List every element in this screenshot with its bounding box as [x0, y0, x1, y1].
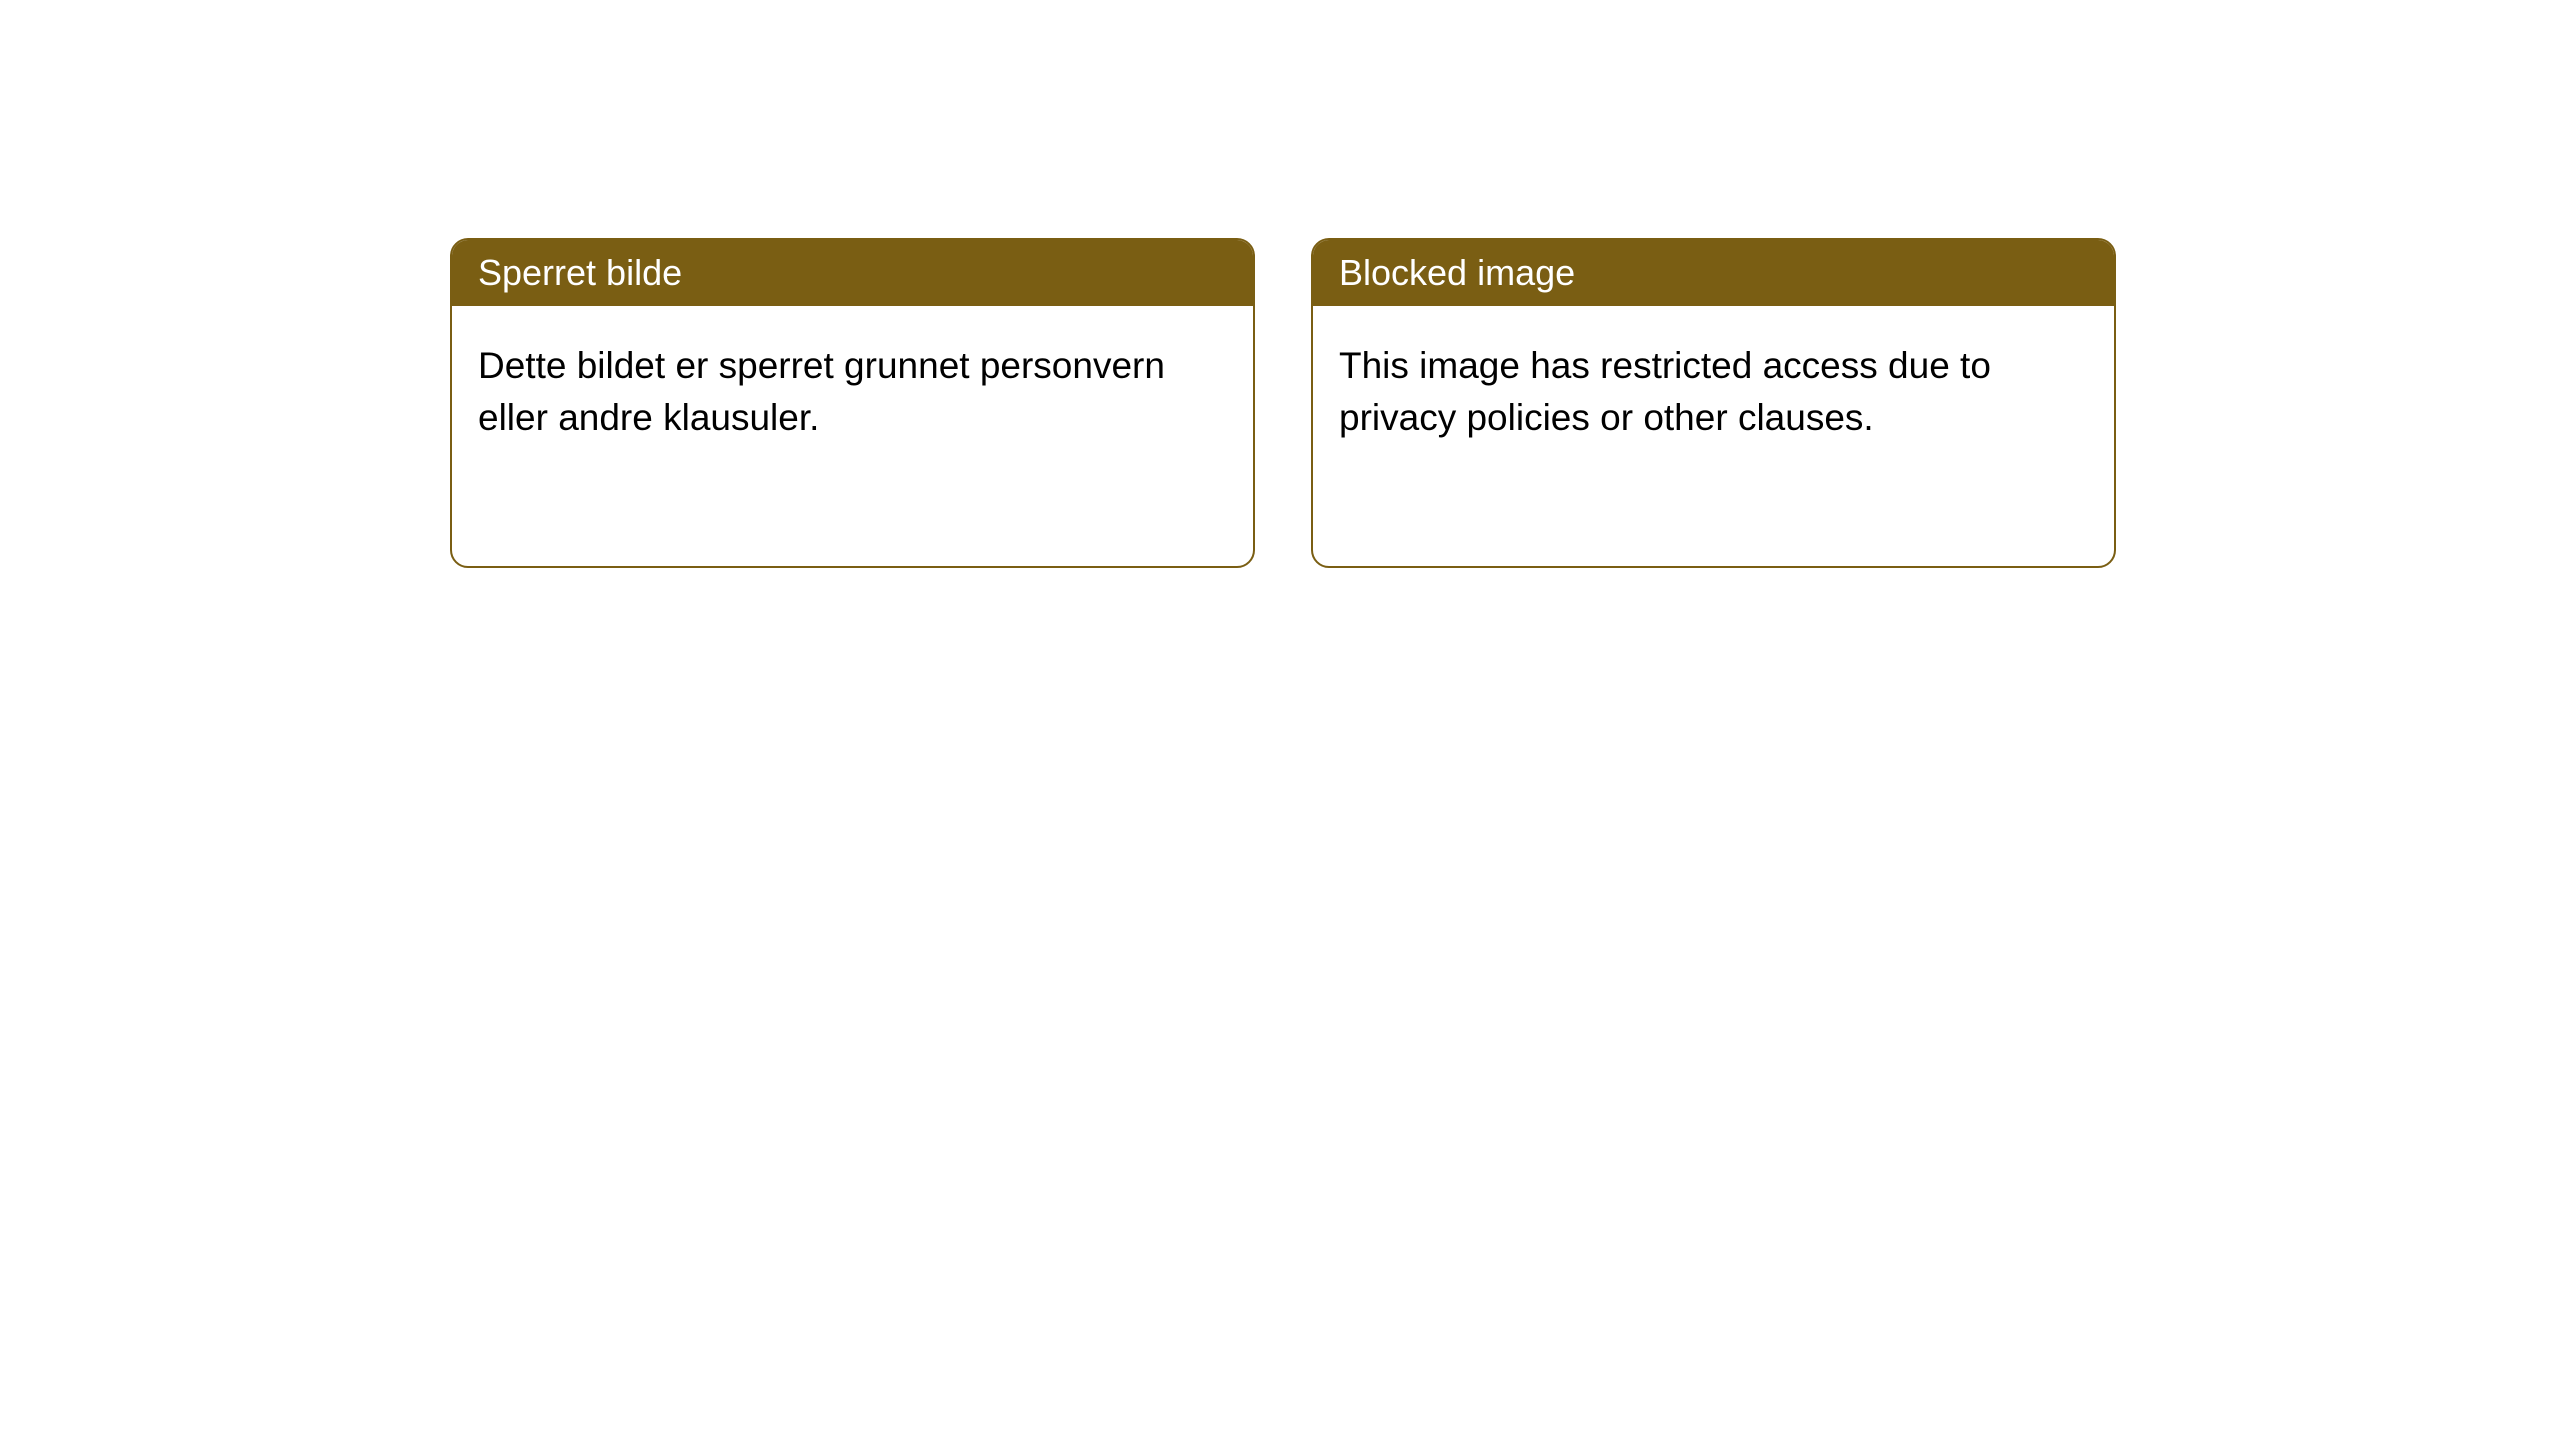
card-title: Sperret bilde	[478, 252, 682, 293]
card-title: Blocked image	[1339, 252, 1575, 293]
card-body: Dette bildet er sperret grunnet personve…	[452, 306, 1253, 478]
card-text: This image has restricted access due to …	[1339, 345, 1991, 438]
card-header: Sperret bilde	[452, 240, 1253, 306]
card-header: Blocked image	[1313, 240, 2114, 306]
card-body: This image has restricted access due to …	[1313, 306, 2114, 478]
notice-container: Sperret bilde Dette bildet er sperret gr…	[0, 0, 2560, 568]
notice-card-norwegian: Sperret bilde Dette bildet er sperret gr…	[450, 238, 1255, 568]
notice-card-english: Blocked image This image has restricted …	[1311, 238, 2116, 568]
card-text: Dette bildet er sperret grunnet personve…	[478, 345, 1165, 438]
